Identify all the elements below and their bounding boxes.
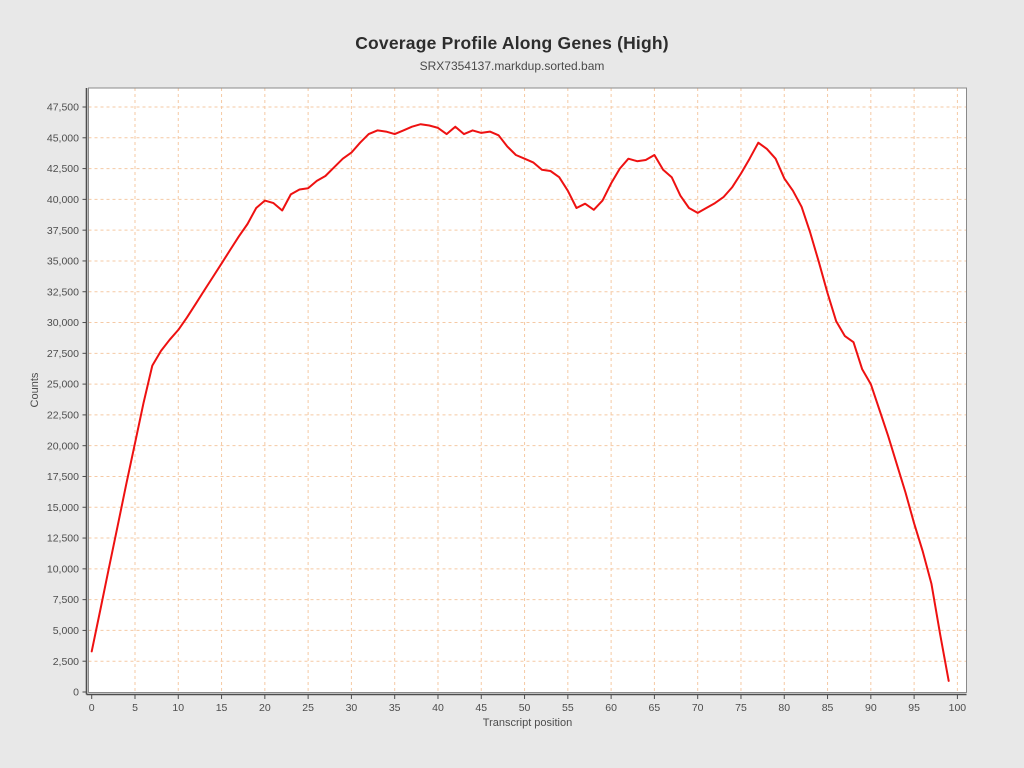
gridlines (88, 88, 967, 693)
svg-text:5: 5 (132, 702, 138, 714)
svg-text:2,500: 2,500 (53, 656, 79, 668)
svg-text:90: 90 (865, 702, 877, 714)
svg-text:27,500: 27,500 (47, 348, 79, 360)
plot-area (88, 88, 967, 693)
svg-text:30: 30 (346, 702, 358, 714)
chart-title: Coverage Profile Along Genes (High) (355, 33, 669, 53)
svg-text:12,500: 12,500 (47, 533, 79, 545)
svg-text:20,000: 20,000 (47, 440, 79, 452)
svg-text:65: 65 (649, 702, 661, 714)
svg-text:40: 40 (432, 702, 444, 714)
svg-text:42,500: 42,500 (47, 163, 79, 175)
svg-text:50: 50 (519, 702, 531, 714)
svg-text:60: 60 (605, 702, 617, 714)
svg-text:10: 10 (172, 702, 184, 714)
svg-text:55: 55 (562, 702, 574, 714)
axis-spines (85, 88, 967, 696)
x-axis-tick-labels: 0 5 10 15 20 25 30 35 40 45 50 55 60 65 70 75 80 85 90 95 10… (89, 702, 967, 714)
svg-text:47,500: 47,500 (47, 102, 79, 114)
svg-text:30,000: 30,000 (47, 317, 79, 329)
svg-text:25,000: 25,000 (47, 379, 79, 391)
svg-text:85: 85 (822, 702, 834, 714)
svg-text:10,000: 10,000 (47, 563, 79, 575)
svg-text:22,500: 22,500 (47, 409, 79, 421)
y-axis-tick-labels: 0 2,500 5,000 7,500 10,000 12,500 15,000 17,500… (47, 102, 79, 699)
svg-text:37,500: 37,500 (47, 225, 79, 237)
svg-text:100: 100 (949, 702, 967, 714)
svg-text:17,500: 17,500 (47, 471, 79, 483)
svg-text:0: 0 (73, 687, 79, 699)
svg-text:15: 15 (216, 702, 228, 714)
coverage-line (90, 123, 950, 682)
svg-text:32,500: 32,500 (47, 286, 79, 298)
svg-text:45,000: 45,000 (47, 132, 79, 144)
svg-text:35: 35 (389, 702, 401, 714)
svg-text:35,000: 35,000 (47, 256, 79, 268)
plot-border (88, 87, 967, 693)
svg-text:0: 0 (89, 702, 95, 714)
svg-text:5,000: 5,000 (53, 625, 79, 637)
svg-text:45: 45 (475, 702, 487, 714)
svg-text:95: 95 (908, 702, 920, 714)
svg-text:75: 75 (735, 702, 747, 714)
svg-text:25: 25 (302, 702, 314, 714)
tick-marks (82, 106, 958, 699)
y-axis-title: Counts (29, 372, 41, 407)
svg-text:15,000: 15,000 (47, 502, 79, 514)
x-axis-title: Transcript position (483, 717, 572, 729)
svg-text:80: 80 (778, 702, 790, 714)
svg-text:7,500: 7,500 (53, 594, 79, 606)
svg-text:70: 70 (692, 702, 704, 714)
chart-subtitle: SRX7354137.markdup.sorted.bam (419, 59, 605, 73)
svg-text:40,000: 40,000 (47, 194, 79, 206)
svg-text:20: 20 (259, 702, 271, 714)
